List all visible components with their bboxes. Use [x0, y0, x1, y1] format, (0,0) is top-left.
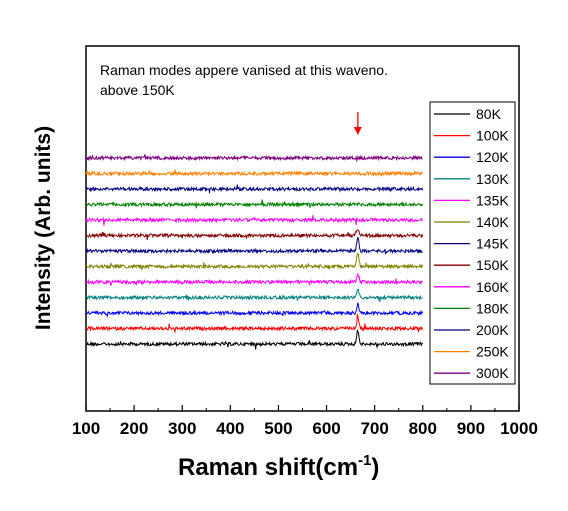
- x-tick-label: 400: [216, 419, 244, 438]
- series-line-160K: [85, 215, 423, 226]
- x-axis-title-close: ): [371, 454, 379, 481]
- legend-label-130K: 130K: [476, 171, 509, 187]
- x-axis-tick-labels: 100 200 300 400 500 600 700 800 900 1000: [72, 419, 538, 438]
- x-tick-label: 200: [120, 419, 148, 438]
- x-tick-label: 1000: [500, 419, 538, 438]
- series-line-150K: [85, 229, 424, 241]
- legend: 80K 100K 120K 130K 135K 140K 145K 150K 160K 180K 2…: [429, 101, 516, 385]
- legend-label-80K: 80K: [476, 106, 502, 122]
- arrow-head: [353, 127, 362, 135]
- legend-label-140K: 140K: [476, 214, 509, 230]
- legend-label-180K: 180K: [476, 300, 509, 316]
- x-tick-label: 600: [312, 419, 340, 438]
- series-line-120K: [85, 302, 424, 317]
- series-line-300K: [85, 154, 423, 163]
- series-line-140K: [85, 252, 424, 271]
- series-line-130K: [85, 288, 423, 303]
- annotation-line-1: Raman modes appere vanised at this waven…: [100, 62, 388, 78]
- legend-label-250K: 250K: [476, 344, 509, 360]
- x-axis-title: Raman shift(cm-1): [178, 452, 379, 481]
- x-tick-label: 700: [360, 419, 388, 438]
- series-line-145K: [85, 236, 423, 256]
- series-line-80K: [85, 329, 423, 350]
- legend-label-135K: 135K: [476, 192, 509, 208]
- annotation-arrow: [353, 112, 362, 135]
- x-tick-label: 800: [409, 419, 437, 438]
- legend-label-145K: 145K: [476, 236, 509, 252]
- series-line-250K: [85, 169, 424, 177]
- legend-label-200K: 200K: [476, 322, 509, 338]
- x-tick-label: 900: [457, 419, 485, 438]
- x-tick-label: 100: [72, 419, 100, 438]
- y-axis-title: Intensity (Arb. units): [32, 126, 55, 330]
- series-line-180K: [85, 199, 424, 209]
- legend-label-100K: 100K: [476, 128, 509, 144]
- x-tick-label: 500: [264, 419, 292, 438]
- series-line-200K: [85, 184, 424, 194]
- x-axis-title-main: Raman shift(cm: [178, 454, 358, 481]
- legend-label-300K: 300K: [476, 365, 509, 381]
- series-line-100K: [85, 313, 424, 333]
- legend-label-150K: 150K: [476, 257, 509, 273]
- x-tick-label: 300: [168, 419, 196, 438]
- annotation-line-2: above 150K: [100, 82, 175, 98]
- x-axis-ticks: [85, 405, 520, 411]
- legend-label-120K: 120K: [476, 149, 509, 165]
- series-line-135K: [85, 272, 423, 287]
- legend-label-160K: 160K: [476, 279, 509, 295]
- x-axis-title-sup: -1: [358, 452, 371, 469]
- series-curves: [85, 154, 424, 350]
